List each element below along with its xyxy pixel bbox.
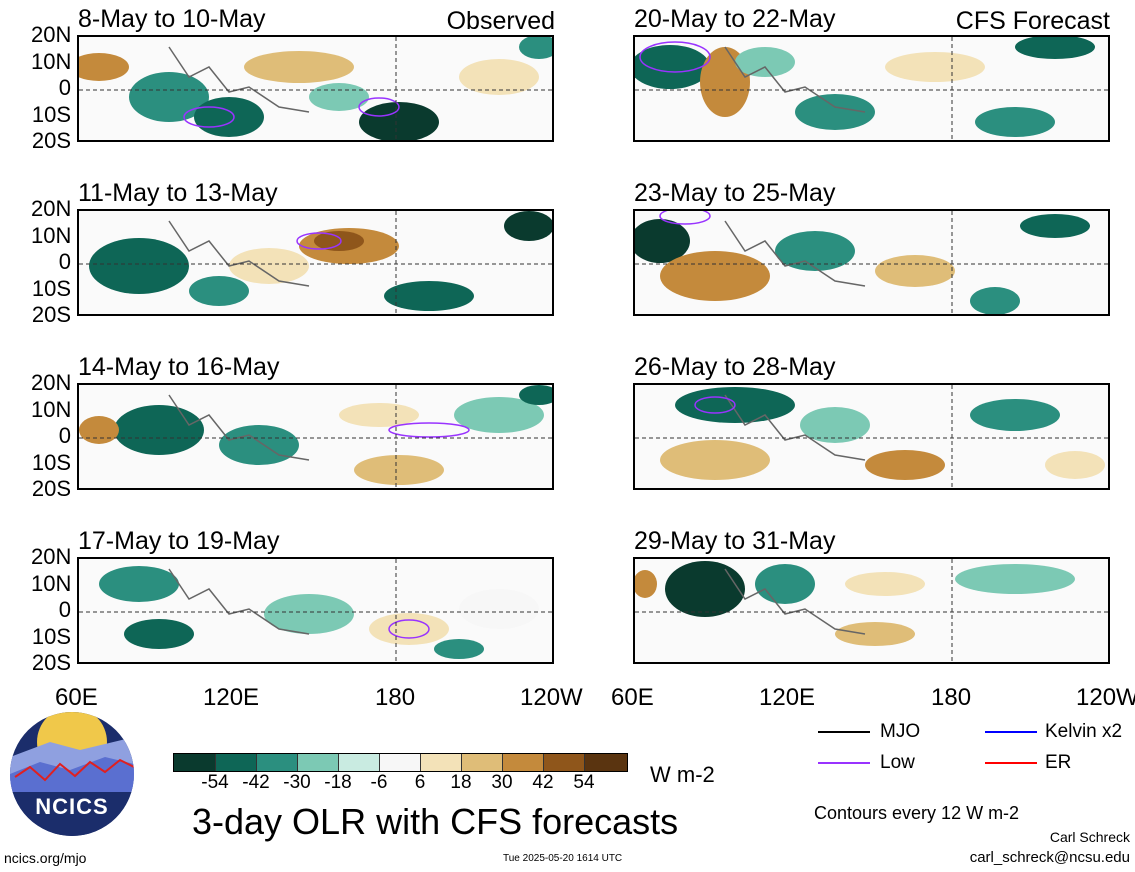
- panel-tag: Observed: [446, 7, 555, 35]
- kelvin-line-swatch: [985, 731, 1037, 733]
- lat-label: 10S: [31, 450, 71, 475]
- colorbar-cell: [298, 754, 339, 771]
- site-url: ncics.org/mjo: [4, 850, 87, 866]
- er-line-swatch: [985, 762, 1037, 764]
- lon-label: 120E: [759, 684, 816, 711]
- colorbar-label: 6: [414, 772, 426, 793]
- lon-label: 120W: [1076, 684, 1135, 711]
- lat-label: 10N: [31, 223, 72, 248]
- legend-er: ER: [1045, 752, 1072, 773]
- colorbar-label: -18: [324, 772, 352, 793]
- lat-label: 10S: [31, 624, 71, 649]
- colorbar-cell: [462, 754, 503, 771]
- lat-label: 20N: [31, 196, 72, 221]
- author: Carl Schreck: [1049, 829, 1130, 845]
- panel-title: 20-May to 22-May: [634, 5, 836, 33]
- legend-kelvin: Kelvin x2: [1045, 721, 1123, 742]
- olr-map: [633, 209, 1110, 316]
- lat-label: 0: [58, 75, 71, 100]
- colorbar-cell: [339, 754, 380, 771]
- lat-label: 10N: [31, 397, 72, 422]
- olr-map: [77, 209, 554, 316]
- colorbar-label: 30: [491, 772, 513, 793]
- lon-label: 60E: [55, 684, 98, 711]
- lon-label: 120W: [520, 684, 583, 711]
- lat-label: 20S: [31, 302, 71, 327]
- legend-mjo: MJO: [880, 721, 921, 742]
- colorbar-label: 54: [573, 772, 595, 793]
- lon-label: 120E: [203, 684, 260, 711]
- legend-low: Low: [880, 752, 915, 773]
- timestamp: Tue 2025-05-20 1614 UTC: [503, 853, 623, 864]
- lat-label: 0: [58, 423, 71, 448]
- colorbar-label: 42: [532, 772, 554, 793]
- lon-label: 180: [375, 684, 416, 711]
- olr-map: [77, 557, 554, 664]
- lat-label: 20N: [31, 544, 72, 569]
- lat-label: 0: [58, 249, 71, 274]
- olr-map: [77, 383, 554, 490]
- colorbar-cell: [544, 754, 585, 771]
- colorbar-label: -42: [242, 772, 270, 793]
- colorbar-cell: [421, 754, 462, 771]
- lat-label: 10S: [31, 276, 71, 301]
- olr-map: [633, 35, 1110, 142]
- lat-label: 20S: [31, 128, 71, 153]
- colorbar-label: -30: [283, 772, 311, 793]
- email: carl_schreck@ncsu.edu: [969, 849, 1130, 866]
- panel-title: 8-May to 10-May: [78, 5, 266, 33]
- colorbar-cell: [174, 754, 216, 771]
- colorbar-units: W m-2: [650, 762, 715, 787]
- logo-text: NCICS: [35, 794, 109, 819]
- colorbar-cell: [503, 754, 544, 771]
- olr-map: [633, 383, 1110, 490]
- colorbar-cell: [380, 754, 421, 771]
- panel-title: 23-May to 25-May: [634, 179, 836, 207]
- panel-title: 17-May to 19-May: [78, 527, 280, 555]
- mjo-line-swatch: [818, 731, 870, 733]
- colorbar-label: 18: [450, 772, 472, 793]
- main-title: 3-day OLR with CFS forecasts: [192, 801, 679, 842]
- lon-label: 180: [931, 684, 972, 711]
- lat-label: 20N: [31, 22, 72, 47]
- colorbar: [173, 753, 628, 772]
- olr-map: [77, 35, 554, 142]
- lat-label: 20S: [31, 476, 71, 501]
- panel-title: 29-May to 31-May: [634, 527, 836, 555]
- panel-title: 26-May to 28-May: [634, 353, 836, 381]
- low-line-swatch: [818, 762, 870, 764]
- colorbar-label: -6: [370, 772, 388, 793]
- panel-tag: CFS Forecast: [955, 7, 1110, 35]
- lon-label: 60E: [611, 684, 654, 711]
- lat-label: 20S: [31, 650, 71, 675]
- panel-title: 11-May to 13-May: [78, 179, 278, 207]
- colorbar-cell: [257, 754, 298, 771]
- colorbar-cell: [585, 754, 627, 771]
- lat-label: 20N: [31, 370, 72, 395]
- lat-label: 0: [58, 597, 71, 622]
- contour-note: Contours every 12 W m-2: [814, 803, 1020, 823]
- panel-title: 14-May to 16-May: [78, 353, 280, 381]
- lat-label: 10N: [31, 49, 72, 74]
- olr-map: [633, 557, 1110, 664]
- lat-label: 10N: [31, 571, 72, 596]
- colorbar-cell: [216, 754, 257, 771]
- lat-label: 10S: [31, 102, 71, 127]
- ncics-logo: NCICS: [10, 712, 134, 836]
- colorbar-label: -54: [201, 772, 229, 793]
